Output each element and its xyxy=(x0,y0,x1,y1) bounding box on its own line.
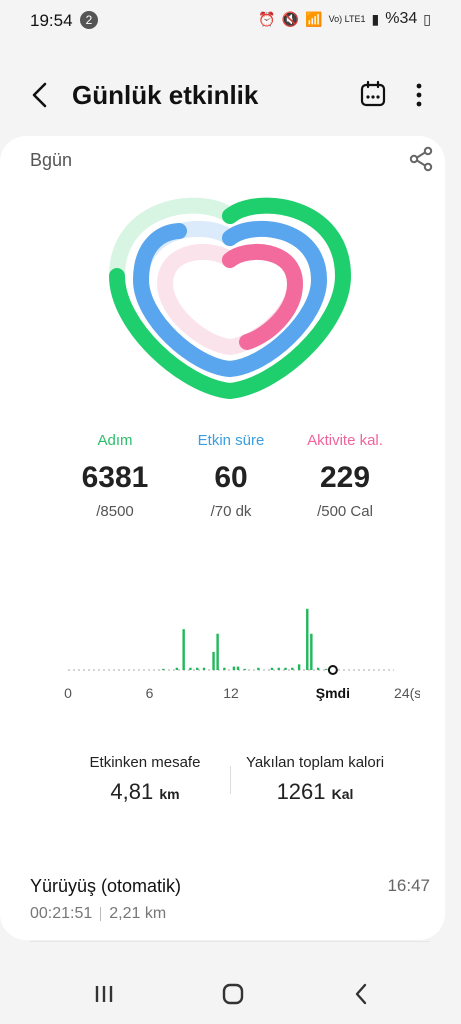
active-time-value: 60 xyxy=(214,461,248,494)
steps-goal: /8500 xyxy=(96,503,134,520)
activity-duration: 00:21:51 xyxy=(30,905,93,922)
chart-bar xyxy=(223,667,226,670)
activity-distance: 2,21 km xyxy=(109,905,167,922)
chart-bar xyxy=(196,667,199,670)
signal-icon: ▮ xyxy=(371,10,380,27)
steps-stat[interactable]: Adım 6381 /8500 xyxy=(50,432,180,520)
status-time: 19:54 xyxy=(30,11,73,30)
battery-percent: %34 xyxy=(385,10,418,27)
chart-bar xyxy=(277,667,280,670)
chart-bar xyxy=(216,633,219,670)
chart-bar xyxy=(325,668,328,670)
wifi-icon: 📶 xyxy=(305,10,323,27)
chart-bar xyxy=(284,667,287,670)
distance-value: 4,81 xyxy=(110,779,154,804)
chart-bar xyxy=(291,667,294,670)
chart-bar xyxy=(232,666,236,670)
steps-label: Adım xyxy=(97,432,133,449)
summary-divider xyxy=(230,766,231,794)
total-calories-metric: Yakılan toplam kalori 1261 Kal xyxy=(240,754,390,805)
distance-unit: km xyxy=(159,786,180,802)
status-icons: ⏰ 🔇 📶 Vo) LTE1 ▮ %34 ▯ xyxy=(258,10,431,28)
calendar-icon[interactable] xyxy=(360,80,386,108)
activity-rings xyxy=(109,197,351,399)
total-calories-value: 1261 xyxy=(276,779,326,804)
chart-tick-label: 0 xyxy=(64,685,72,701)
back-nav-icon[interactable] xyxy=(348,980,376,1008)
back-arrow-icon[interactable] xyxy=(26,80,56,110)
alarm-icon: ⏰ xyxy=(258,10,276,27)
app-bar: Günlük etkinlik xyxy=(0,72,461,120)
calories-goal: /500 Cal xyxy=(317,503,373,520)
active-time-stat[interactable]: Etkin süre 60 /70 dk xyxy=(166,432,296,520)
chart-bar xyxy=(297,664,301,670)
more-options-icon[interactable] xyxy=(408,80,430,110)
calories-label: Aktivite kal. xyxy=(307,432,383,449)
steps-value: 6381 xyxy=(81,461,149,494)
recent-apps-icon[interactable] xyxy=(90,980,118,1008)
total-calories-label: Yakılan toplam kalori xyxy=(245,754,385,771)
chart-bar xyxy=(306,608,309,670)
calories-value: 229 xyxy=(319,461,371,494)
activity-start-time: 16:47 xyxy=(387,876,430,895)
activity-entry[interactable]: Yürüyüş (otomatik) 16:47 00:21:51 2,21 km xyxy=(30,876,430,923)
chart-tick-label: Şmdi xyxy=(316,685,350,701)
chart-bar xyxy=(257,667,260,670)
steps-ring xyxy=(109,197,351,399)
hourly-steps-chart[interactable]: 0 6 12 Şmdi 24(s) xyxy=(60,592,420,722)
daily-activity-card: Bgün Adım 6381 /8500 Etkin süre 60 /70 d… xyxy=(0,136,445,942)
list-divider xyxy=(30,941,430,942)
chart-tick-label: 12 xyxy=(223,685,239,701)
status-bar: 19:54 2 ⏰ 🔇 📶 Vo) LTE1 ▮ %34 ▯ xyxy=(0,0,461,44)
active-time-label: Etkin süre xyxy=(197,432,265,449)
chart-bar xyxy=(212,651,215,670)
page-title: Günlük etkinlik xyxy=(72,80,259,110)
chart-bar xyxy=(189,667,192,670)
distance-label: Etkinken mesafe xyxy=(89,754,201,771)
chart-bar xyxy=(162,668,165,670)
now-marker xyxy=(327,665,338,675)
chart-bar xyxy=(202,667,206,670)
calories-ring xyxy=(222,243,303,350)
meta-separator xyxy=(100,906,102,921)
active-time-goal: /70 dk xyxy=(210,503,252,520)
chart-bar xyxy=(316,667,320,670)
active-time-ring xyxy=(133,220,327,377)
share-icon[interactable] xyxy=(408,146,434,172)
mute-icon: 🔇 xyxy=(281,10,300,27)
distance-metric: Etkinken mesafe 4,81 km xyxy=(80,754,210,805)
home-icon[interactable] xyxy=(219,980,247,1008)
chart-bar xyxy=(175,667,179,670)
battery-icon: ▯ xyxy=(423,10,431,27)
notification-count-badge: 2 xyxy=(80,11,98,29)
chart-bar xyxy=(182,629,185,670)
chart-tick-label: 6 xyxy=(146,685,154,701)
day-label: Bgün xyxy=(30,150,73,170)
chart-bar xyxy=(270,667,274,670)
chart-bar xyxy=(236,666,240,670)
network-label: Vo) LTE1 xyxy=(328,13,366,24)
chart-tick-label: 24(s) xyxy=(394,685,420,701)
chart-bar xyxy=(243,668,246,670)
system-nav-bar xyxy=(0,960,461,1024)
total-calories-unit: Kal xyxy=(331,786,354,802)
activity-title: Yürüyüş (otomatik) xyxy=(30,876,182,896)
activity-meta: 00:21:51 2,21 km xyxy=(30,905,430,923)
chart-bar xyxy=(310,633,313,670)
calories-stat[interactable]: Aktivite kal. 229 /500 Cal xyxy=(280,432,410,520)
